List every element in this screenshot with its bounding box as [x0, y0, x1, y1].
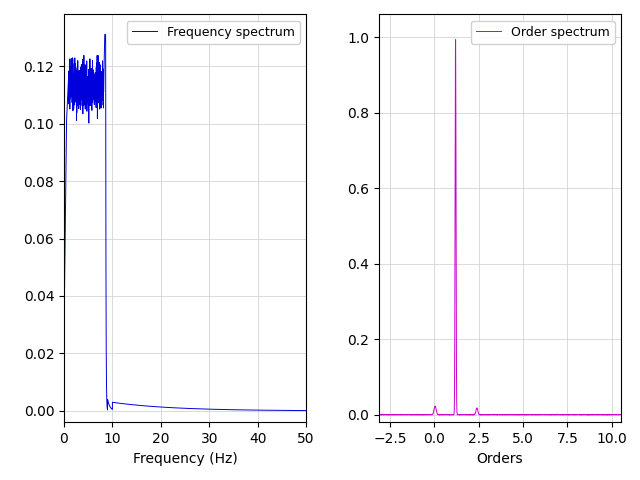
Order spectrum: [566, 412, 573, 418]
Frequency spectrum: [60, 330, 68, 336]
Order spectrum: [610, 412, 618, 418]
Order spectrum: [617, 411, 625, 417]
X-axis label: Orders: Orders: [476, 452, 523, 466]
X-axis label: Frequency (Hz): Frequency (Hz): [132, 452, 237, 466]
Frequency spectrum: [104, 398, 112, 404]
Frequency spectrum: [302, 408, 310, 413]
Frequency spectrum: [153, 404, 161, 409]
Frequency spectrum: [218, 407, 225, 412]
Order spectrum: [610, 412, 618, 418]
Order spectrum: [375, 412, 383, 418]
Order spectrum: [504, 412, 512, 418]
Frequency spectrum: [241, 407, 248, 413]
Legend: Order spectrum: Order spectrum: [471, 21, 614, 44]
Line: Order spectrum: Order spectrum: [379, 40, 621, 415]
Line: Frequency spectrum: Frequency spectrum: [64, 35, 306, 410]
Frequency spectrum: [205, 406, 213, 412]
Legend: Frequency spectrum: Frequency spectrum: [127, 21, 300, 44]
Order spectrum: [387, 412, 395, 418]
Order spectrum: [493, 412, 500, 418]
Order spectrum: [486, 412, 494, 418]
Frequency spectrum: [259, 408, 267, 413]
Frequency spectrum: [101, 32, 109, 37]
Order spectrum: [452, 37, 460, 43]
